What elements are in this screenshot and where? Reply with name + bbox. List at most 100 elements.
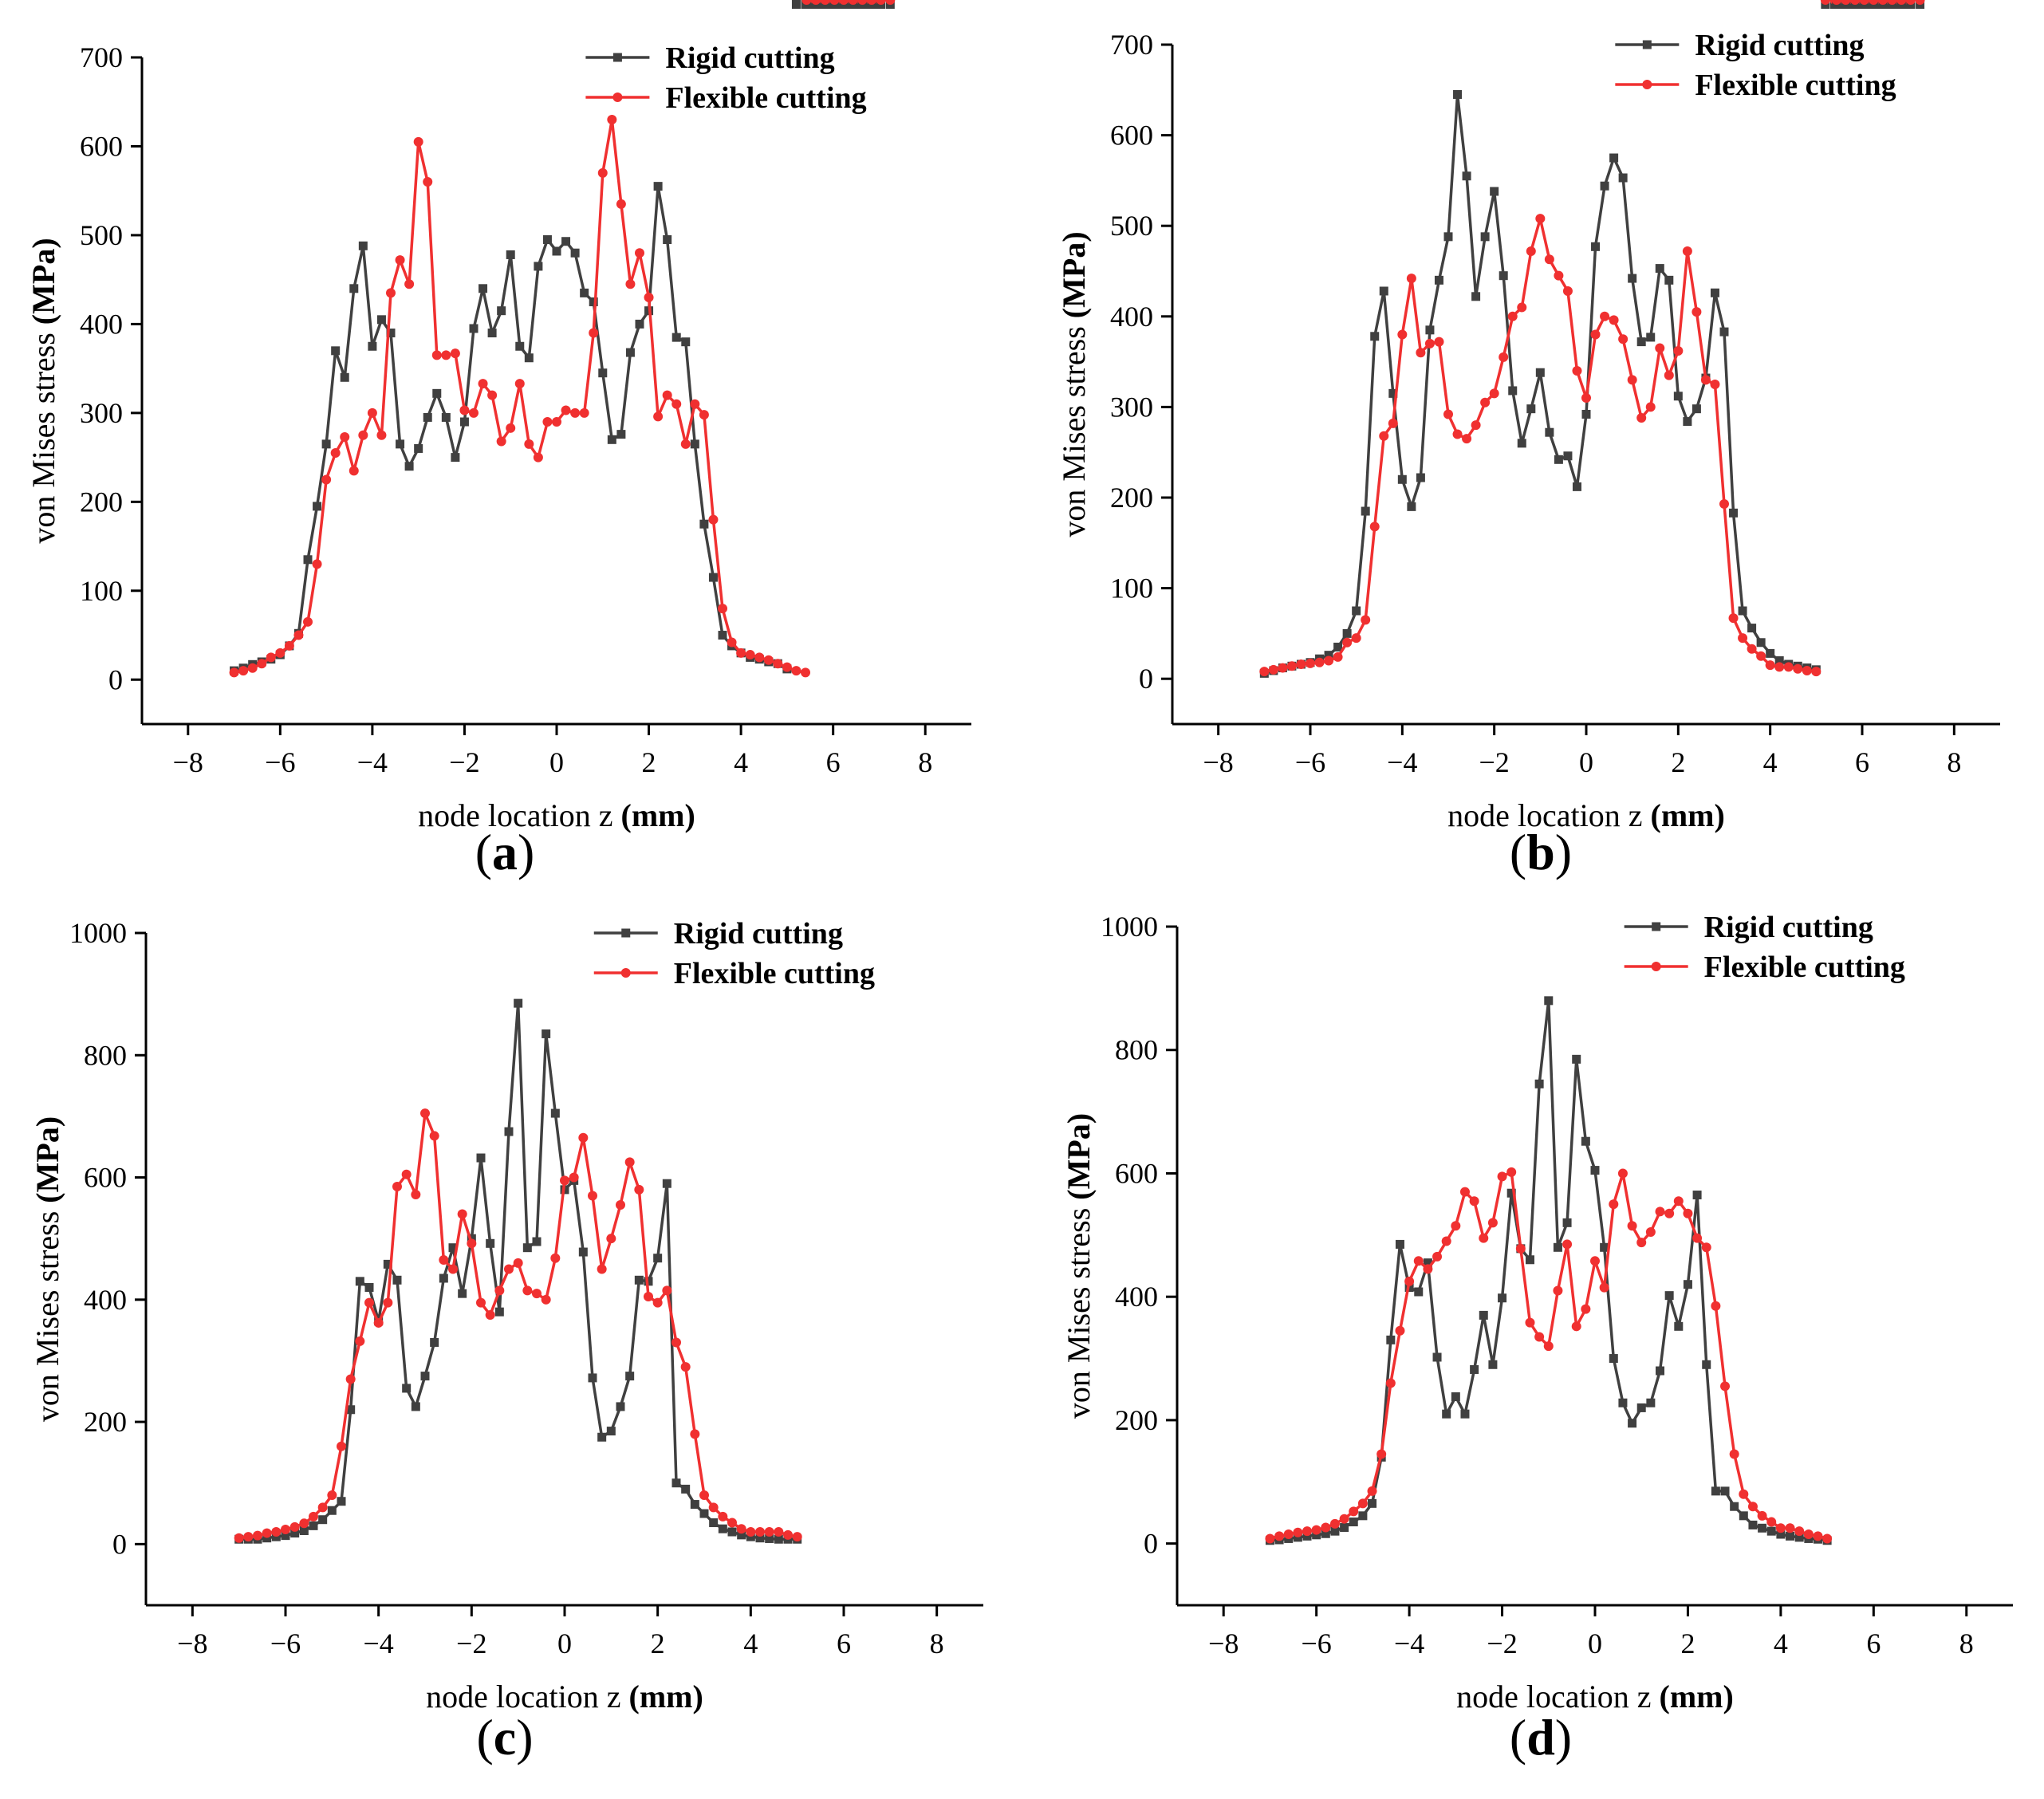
data-point-rigid [1786,1531,1795,1541]
y-axis-label-text: von Mises stress [30,1203,65,1422]
data-point-rigid [1774,655,1784,665]
data-point-flexible [1655,1207,1665,1217]
data-point-flexible [1617,1168,1628,1179]
data-point-rigid [430,1337,439,1347]
y-tick-label: 600 [1115,1157,1158,1189]
x-tick-label: 2 [651,1628,665,1659]
data-point-rigid [1358,1511,1368,1521]
data-point-flexible [1692,1233,1703,1243]
data-point-rigid [671,333,681,342]
y-tick-label: 0 [1139,663,1153,695]
data-point-rigid [1562,1218,1572,1227]
data-point-rigid [1674,1321,1684,1331]
data-point-rigid [791,0,801,9]
data-point-flexible [662,390,672,400]
data-point-flexible [773,659,783,669]
data-point-flexible [358,430,368,440]
data-point-flexible [1553,1285,1563,1296]
series-line-flexible [234,118,806,675]
data-point-rigid [625,348,635,357]
legend-marker-flexible [612,93,623,102]
y-tick-label: 300 [1110,391,1153,423]
x-tick-label: −4 [1394,1628,1424,1659]
data-point-flexible [579,407,589,418]
data-point-rigid [404,462,414,471]
x-tick-label: 4 [1763,746,1778,778]
data-point-rigid [1748,1520,1758,1529]
data-point-flexible [271,1527,282,1537]
y-axis-label: von Mises stress (MPa) [30,1116,65,1422]
data-point-rigid [1646,333,1656,342]
data-point-rigid [1591,242,1601,251]
data-point-flexible [1471,420,1481,431]
data-point-rigid [1453,89,1463,99]
data-point-flexible [1710,380,1720,389]
data-point-flexible [514,379,525,389]
data-point-rigid [1386,1335,1396,1344]
x-tick-label: 4 [743,1628,758,1659]
data-point-flexible [1766,1517,1777,1527]
data-point-flexible [494,1285,505,1296]
data-point-rigid [1488,1360,1498,1369]
data-point-flexible [420,1108,430,1119]
data-point-flexible [1397,329,1408,340]
data-point-flexible [1302,1526,1313,1537]
data-point-rigid [1609,153,1619,163]
data-point-rigid [1581,409,1591,419]
data-point-rigid [479,284,488,293]
data-point-flexible [1367,1486,1377,1496]
panel-label-letter: c [494,1709,516,1766]
data-point-rigid [439,1273,448,1283]
data-point-rigid [765,1533,774,1543]
y-axis-label: von Mises stress (MPa) [1061,1113,1097,1419]
data-point-rigid [606,1427,616,1436]
data-point-flexible [532,1289,542,1299]
data-point-flexible [755,1527,765,1537]
data-point-rigid [420,1372,430,1381]
y-tick-label: 800 [84,1039,127,1071]
data-point-flexible [1274,1531,1285,1541]
data-point-flexible [876,0,886,5]
y-axis-unit: (MPa) [1061,1113,1097,1200]
data-point-flexible [487,390,498,400]
data-point-rigid [346,1405,356,1415]
data-point-flexible [1379,431,1389,441]
data-point-flexible [337,1441,346,1451]
data-point-flexible [1507,311,1518,321]
x-axis-unit: (mm) [1651,797,1725,833]
data-point-flexible [429,1131,439,1141]
data-point-flexible [1416,348,1426,358]
data-point-flexible [345,1374,356,1384]
data-point-rigid [1600,181,1609,191]
data-point-rigid [774,1534,783,1544]
data-point-flexible [1627,1221,1637,1231]
data-point-flexible [1535,214,1546,224]
data-point-flexible [606,1234,616,1244]
y-tick-label: 700 [1110,29,1153,61]
data-point-rigid [690,1500,699,1510]
y-tick-label: 500 [80,219,123,251]
data-point-rigid [1730,1502,1739,1511]
data-point-flexible [541,1294,551,1305]
data-point-flexible [1811,667,1821,677]
data-point-flexible [1413,1256,1424,1266]
data-point-rigid [448,1243,458,1253]
y-axis-unit: (MPa) [30,1116,65,1203]
data-point-rigid [681,1484,691,1494]
data-point-rigid [368,341,377,351]
data-point-flexible [792,1532,802,1542]
data-point-rigid [1462,171,1471,181]
data-point-rigid [402,1384,412,1393]
data-point-flexible [1489,388,1499,399]
data-point-flexible [309,1511,318,1521]
data-point-flexible [1544,254,1554,265]
data-point-rigid [1766,648,1775,658]
data-point-rigid [476,1153,486,1163]
data-point-flexible [634,1184,644,1195]
data-point-rigid [598,368,608,378]
data-point-rigid [1432,1352,1442,1362]
data-point-rigid [514,998,523,1008]
data-point-flexible [1497,1171,1507,1182]
x-tick-label: 8 [1947,746,1961,778]
data-point-rigid [690,439,699,449]
